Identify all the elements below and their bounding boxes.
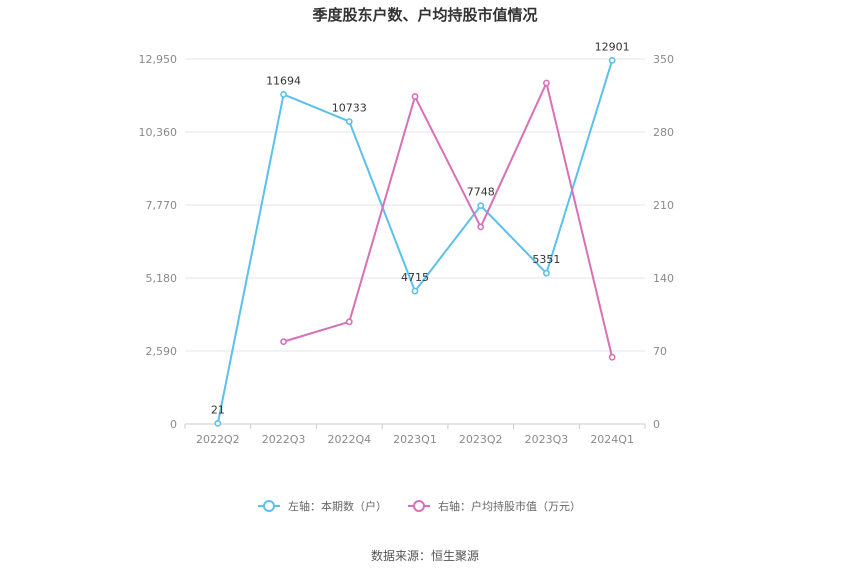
series-1-point [345,318,353,326]
axes: 0 0 2,590 70 5,180 140 7,770 210 10,360 280 12,950… [139,53,675,446]
x-axis-tick-label: 2024Q1 [590,433,634,446]
x-axis-tick-label: 2023Q3 [525,433,569,446]
x-axis-tick-label: 2022Q4 [327,433,371,446]
data-label: 12901 [595,40,630,53]
source-note: 数据来源：恒生聚源 [371,548,479,563]
left-axis-tick-label: 12,950 [139,53,178,66]
right-axis-tick-label: 70 [653,345,667,358]
data-label: 21 [211,403,225,416]
x-axis-tick-label: 2023Q1 [393,433,437,446]
left-axis-tick-label: 10,360 [139,126,178,139]
series-layer [214,56,616,427]
legend-swatch-marker [263,500,275,512]
legend-label: 左轴：本期数（户） [288,499,387,513]
data-label: 5351 [532,253,560,266]
legend: 左轴：本期数（户） 右轴：户均持股市值（万元） [258,499,581,513]
series-0-point [411,287,419,295]
data-label: 4715 [401,271,429,284]
series-0-point [477,202,485,210]
left-axis-tick-label: 5,180 [146,272,178,285]
series-1-point [280,338,287,346]
series-0-point [345,118,353,125]
series-0-point [543,269,550,277]
right-axis-tick-label: 350 [653,53,674,66]
x-axis-tick-label: 2022Q2 [196,433,240,446]
legend-label: 右轴：户均持股市值（万元） [438,499,581,513]
series-line-0 [216,60,614,424]
left-axis-tick-label: 7,770 [146,199,178,212]
chart-title: 季度股东户数、户均持股市值情况 [312,6,537,24]
right-axis-tick-label: 0 [653,418,660,431]
x-axis-tick-label: 2023Q2 [459,433,503,446]
right-axis-tick-label: 210 [653,199,674,212]
left-axis-tick-label: 0 [170,418,177,431]
series-0-point [214,420,222,427]
legend-swatch-marker [413,500,425,512]
data-label: 10733 [332,101,367,114]
data-label: 11694 [266,74,301,87]
series-1-point [477,223,485,231]
data-labels: 21 11694 10733 4715 7748 5351 12901 [211,40,630,416]
series-1-point [411,93,419,100]
data-label: 7748 [467,186,495,199]
left-axis-tick-label: 2,590 [146,345,178,358]
right-axis-tick-label: 140 [653,272,674,285]
series-1-point [543,79,550,87]
series-1-point [608,353,616,361]
series-0-point [280,91,287,98]
x-axis-tick-label: 2022Q3 [262,433,306,446]
series-0-point [608,56,616,64]
series-line-1 [283,81,614,358]
right-axis-tick-label: 280 [653,126,674,139]
